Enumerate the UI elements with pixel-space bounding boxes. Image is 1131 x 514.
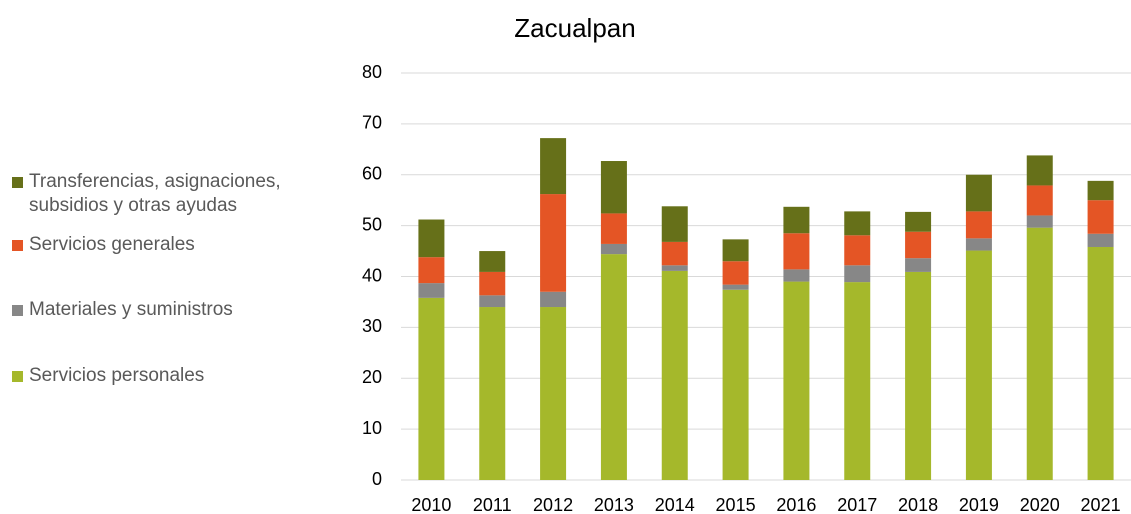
- bar-segment: [783, 269, 810, 282]
- x-tick-label: 2011: [473, 495, 512, 514]
- bar-segment: [479, 251, 506, 272]
- y-tick-label: 10: [362, 418, 382, 438]
- bar-segment: [1026, 185, 1053, 216]
- bar-segment: [661, 270, 688, 480]
- chart-title: Zacualpan: [514, 13, 635, 43]
- legend-swatch: [12, 240, 23, 251]
- legend-swatch: [12, 305, 23, 316]
- bar-segment: [965, 174, 992, 212]
- bar-segment: [722, 239, 749, 262]
- bar-segment: [1087, 246, 1114, 480]
- bar-segment: [418, 283, 445, 298]
- bar-segment: [1087, 200, 1114, 234]
- y-tick-label: 60: [362, 164, 382, 184]
- x-tick-label: 2013: [594, 495, 634, 514]
- bar-segment: [418, 257, 445, 284]
- bar-segment: [661, 241, 688, 266]
- legend-label: Servicios generales: [29, 234, 195, 255]
- y-tick-label: 0: [372, 469, 382, 489]
- bar-segment: [540, 307, 567, 480]
- bar-segment: [600, 254, 627, 480]
- bar-segment: [479, 295, 506, 308]
- x-tick-label: 2014: [655, 495, 695, 514]
- bar-segment: [783, 281, 810, 480]
- bar-segment: [783, 206, 810, 234]
- bar-segment: [905, 211, 932, 232]
- legend-item: Materiales y suministros: [12, 298, 342, 322]
- bar-segment: [540, 138, 567, 195]
- bar-segment: [965, 250, 992, 480]
- legend-label: Servicios personales: [29, 365, 205, 386]
- bar-segment: [1026, 215, 1053, 228]
- legend-item: Servicios personales: [12, 364, 342, 388]
- bar-segment: [965, 238, 992, 251]
- y-tick-label: 80: [362, 62, 382, 82]
- bar-segment: [844, 265, 871, 283]
- legend-swatch: [12, 371, 23, 382]
- x-tick-label: 2012: [533, 495, 573, 514]
- x-tick-label: 2018: [898, 495, 938, 514]
- x-tick-label: 2021: [1081, 495, 1121, 514]
- bar-segment: [600, 243, 627, 255]
- y-tick-label: 20: [362, 367, 382, 387]
- bar-segment: [905, 271, 932, 480]
- bar-segment: [722, 261, 749, 285]
- x-tick-label: 2016: [776, 495, 816, 514]
- bar-segment: [783, 233, 810, 270]
- bar-segment: [540, 291, 567, 308]
- bar-segment: [479, 271, 506, 296]
- legend-item: Transferencias, asignaciones, subsidios …: [12, 170, 342, 218]
- bar-segment: [540, 194, 567, 292]
- y-tick-label: 70: [362, 113, 382, 133]
- bar-segment: [600, 161, 627, 214]
- bar-segment: [1087, 233, 1114, 247]
- bar-segment: [1026, 155, 1053, 186]
- bar-segment: [905, 231, 932, 259]
- legend-item: Servicios generales: [12, 233, 342, 257]
- bar-segment: [722, 284, 749, 290]
- bar-segment: [905, 258, 932, 272]
- y-tick-label: 40: [362, 265, 382, 285]
- bar-segment: [1087, 180, 1114, 201]
- bar-segment: [844, 235, 871, 266]
- bar-segment: [844, 211, 871, 236]
- bar-segment: [1026, 227, 1053, 480]
- x-tick-label: 2010: [411, 495, 451, 514]
- bar-segment: [661, 265, 688, 271]
- y-tick-label: 30: [362, 316, 382, 336]
- legend-swatch: [12, 177, 23, 188]
- legend-label: Materiales y suministros: [29, 299, 233, 320]
- bar-segment: [479, 307, 506, 480]
- x-tick-label: 2015: [716, 495, 756, 514]
- bar-segment: [722, 289, 749, 480]
- x-tick-label: 2019: [959, 495, 999, 514]
- bar-segment: [965, 211, 992, 239]
- bar-segment: [600, 213, 627, 244]
- bar-segment: [661, 206, 688, 242]
- bar-segment: [418, 219, 445, 258]
- y-tick-label: 50: [362, 214, 382, 234]
- x-tick-label: 2017: [837, 495, 877, 514]
- legend-label: Transferencias, asignaciones, subsidios …: [29, 171, 281, 216]
- bar-segment: [418, 297, 445, 480]
- x-tick-label: 2020: [1020, 495, 1060, 514]
- bar-segment: [844, 282, 871, 480]
